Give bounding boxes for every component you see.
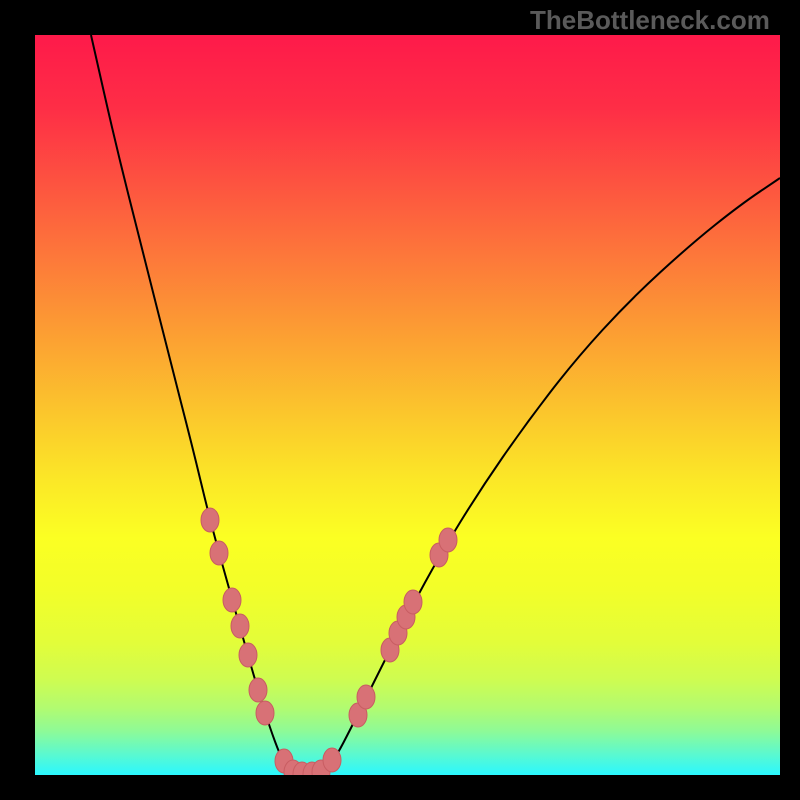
marker	[223, 588, 241, 612]
marker	[210, 541, 228, 565]
marker	[231, 614, 249, 638]
plot-background	[35, 35, 780, 775]
marker	[201, 508, 219, 532]
marker	[439, 528, 457, 552]
chart-svg	[0, 0, 800, 800]
marker	[249, 678, 267, 702]
chart-container: TheBottleneck.com	[0, 0, 800, 800]
marker	[404, 590, 422, 614]
marker	[239, 643, 257, 667]
marker	[323, 748, 341, 772]
marker	[357, 685, 375, 709]
marker	[256, 701, 274, 725]
watermark-text: TheBottleneck.com	[530, 5, 770, 36]
